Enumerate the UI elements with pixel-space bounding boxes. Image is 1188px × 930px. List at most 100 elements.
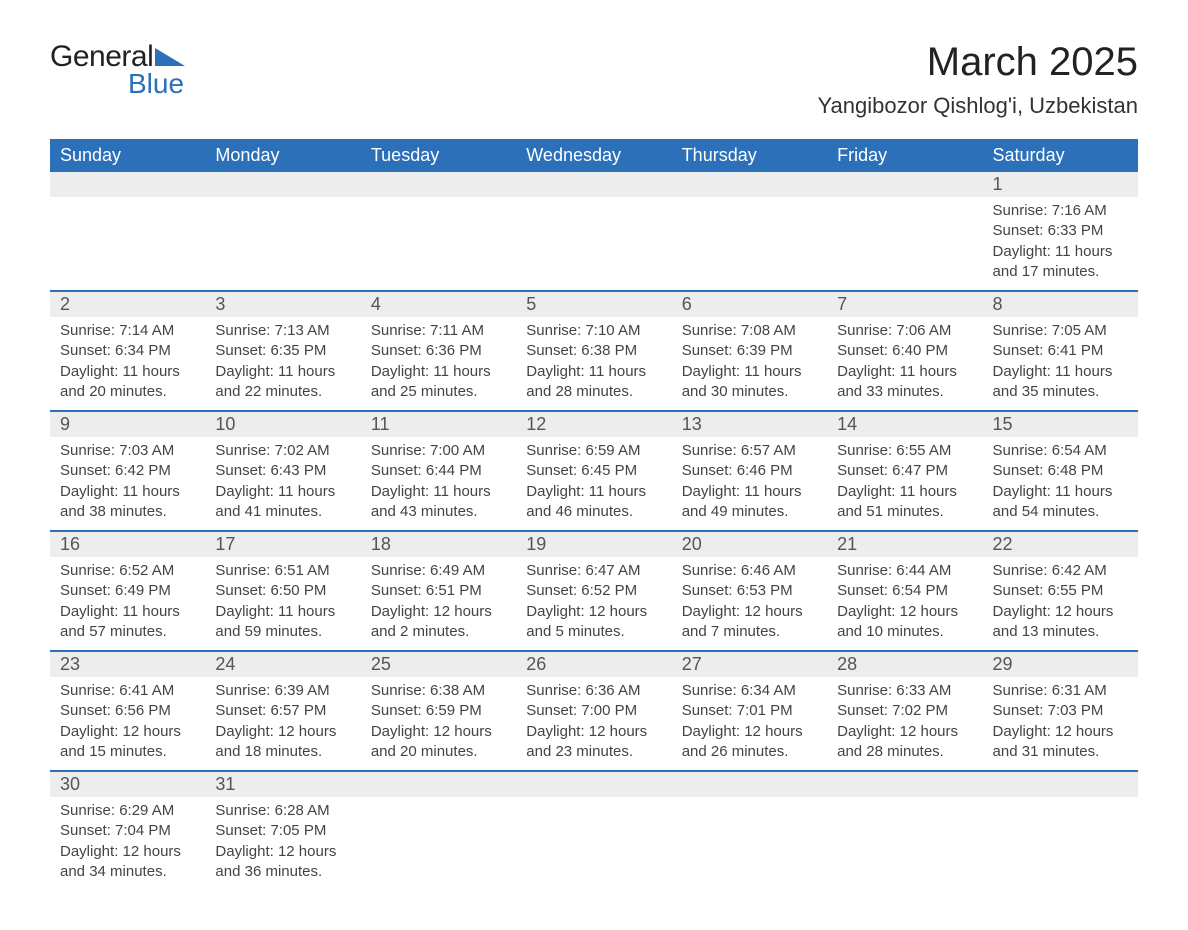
month-title: March 2025 (817, 40, 1138, 85)
day-cell-number (361, 771, 516, 797)
sunset-text: Sunset: 6:39 PM (682, 341, 817, 361)
sunset-text: Sunset: 7:01 PM (682, 701, 817, 721)
day-cell-number: 21 (827, 531, 982, 557)
sunrise-text: Sunrise: 6:29 AM (60, 801, 195, 821)
day-cell-info (50, 197, 205, 291)
day-info: Sunrise: 6:51 AMSunset: 6:50 PMDaylight:… (205, 557, 360, 650)
day-number: 31 (205, 772, 360, 797)
day-cell-number: 7 (827, 291, 982, 317)
day-info: Sunrise: 6:47 AMSunset: 6:52 PMDaylight:… (516, 557, 671, 650)
day-number: 4 (361, 292, 516, 317)
daylight-text: Daylight: 12 hours and 26 minutes. (682, 722, 817, 763)
daylight-text: Daylight: 11 hours and 28 minutes. (526, 362, 661, 403)
day-cell-number: 8 (983, 291, 1138, 317)
sunrise-text: Sunrise: 6:52 AM (60, 561, 195, 581)
day-cell-number: 2 (50, 291, 205, 317)
sunset-text: Sunset: 6:34 PM (60, 341, 195, 361)
day-cell-number (516, 771, 671, 797)
day-cell-info: Sunrise: 6:31 AMSunset: 7:03 PMDaylight:… (983, 677, 1138, 771)
day-cell-number: 19 (516, 531, 671, 557)
day-number: 17 (205, 532, 360, 557)
day-number: 2 (50, 292, 205, 317)
day-cell-info (516, 197, 671, 291)
sunrise-text: Sunrise: 6:51 AM (215, 561, 350, 581)
day-cell-number: 4 (361, 291, 516, 317)
daylight-text: Daylight: 11 hours and 25 minutes. (371, 362, 506, 403)
day-cell-info: Sunrise: 6:34 AMSunset: 7:01 PMDaylight:… (672, 677, 827, 771)
day-cell-info: Sunrise: 7:06 AMSunset: 6:40 PMDaylight:… (827, 317, 982, 411)
day-cell-number: 27 (672, 651, 827, 677)
day-info: Sunrise: 7:08 AMSunset: 6:39 PMDaylight:… (672, 317, 827, 410)
calendar-week-daynum-row: 16171819202122 (50, 531, 1138, 557)
weekday-header: Monday (205, 139, 360, 172)
sunset-text: Sunset: 6:50 PM (215, 581, 350, 601)
day-info: Sunrise: 7:16 AMSunset: 6:33 PMDaylight:… (983, 197, 1138, 290)
day-number (516, 172, 671, 176)
sunrise-text: Sunrise: 7:16 AM (993, 201, 1128, 221)
sunrise-text: Sunrise: 6:42 AM (993, 561, 1128, 581)
day-number (361, 172, 516, 176)
day-info: Sunrise: 7:02 AMSunset: 6:43 PMDaylight:… (205, 437, 360, 530)
daylight-text: Daylight: 12 hours and 36 minutes. (215, 842, 350, 883)
day-info: Sunrise: 6:38 AMSunset: 6:59 PMDaylight:… (361, 677, 516, 770)
daylight-text: Daylight: 12 hours and 13 minutes. (993, 602, 1128, 643)
day-cell-number: 13 (672, 411, 827, 437)
day-info: Sunrise: 6:54 AMSunset: 6:48 PMDaylight:… (983, 437, 1138, 530)
day-number (50, 172, 205, 176)
day-info: Sunrise: 7:06 AMSunset: 6:40 PMDaylight:… (827, 317, 982, 410)
daylight-text: Daylight: 12 hours and 31 minutes. (993, 722, 1128, 763)
day-cell-number: 26 (516, 651, 671, 677)
day-cell-number: 18 (361, 531, 516, 557)
day-number: 25 (361, 652, 516, 677)
sunset-text: Sunset: 6:45 PM (526, 461, 661, 481)
day-number (672, 172, 827, 176)
sunset-text: Sunset: 6:40 PM (837, 341, 972, 361)
day-cell-info: Sunrise: 6:51 AMSunset: 6:50 PMDaylight:… (205, 557, 360, 651)
sunrise-text: Sunrise: 7:08 AM (682, 321, 817, 341)
sunset-text: Sunset: 6:46 PM (682, 461, 817, 481)
daylight-text: Daylight: 11 hours and 57 minutes. (60, 602, 195, 643)
day-number: 22 (983, 532, 1138, 557)
day-info: Sunrise: 6:28 AMSunset: 7:05 PMDaylight:… (205, 797, 360, 890)
daylight-text: Daylight: 12 hours and 7 minutes. (682, 602, 817, 643)
sunrise-text: Sunrise: 6:57 AM (682, 441, 817, 461)
day-number: 14 (827, 412, 982, 437)
day-cell-info (672, 797, 827, 890)
sunset-text: Sunset: 6:38 PM (526, 341, 661, 361)
day-number: 26 (516, 652, 671, 677)
day-cell-number: 15 (983, 411, 1138, 437)
daylight-text: Daylight: 12 hours and 5 minutes. (526, 602, 661, 643)
sunrise-text: Sunrise: 6:34 AM (682, 681, 817, 701)
sunset-text: Sunset: 6:42 PM (60, 461, 195, 481)
sunset-text: Sunset: 7:03 PM (993, 701, 1128, 721)
day-number: 3 (205, 292, 360, 317)
day-info (516, 797, 671, 809)
day-cell-info: Sunrise: 6:44 AMSunset: 6:54 PMDaylight:… (827, 557, 982, 651)
day-cell-number: 25 (361, 651, 516, 677)
day-number: 5 (516, 292, 671, 317)
day-number: 6 (672, 292, 827, 317)
sunset-text: Sunset: 6:53 PM (682, 581, 817, 601)
calendar-week-daynum-row: 1 (50, 172, 1138, 197)
calendar-week-daynum-row: 23242526272829 (50, 651, 1138, 677)
sunset-text: Sunset: 6:51 PM (371, 581, 506, 601)
daylight-text: Daylight: 11 hours and 49 minutes. (682, 482, 817, 523)
day-number: 20 (672, 532, 827, 557)
weekday-header: Tuesday (361, 139, 516, 172)
day-number: 23 (50, 652, 205, 677)
day-number: 12 (516, 412, 671, 437)
day-number (516, 772, 671, 776)
page-header: General Blue March 2025 Yangibozor Qishl… (50, 40, 1138, 119)
day-cell-info: Sunrise: 7:14 AMSunset: 6:34 PMDaylight:… (50, 317, 205, 411)
day-info (827, 197, 982, 209)
day-cell-number (516, 172, 671, 197)
day-info: Sunrise: 6:31 AMSunset: 7:03 PMDaylight:… (983, 677, 1138, 770)
weekday-header-row: Sunday Monday Tuesday Wednesday Thursday… (50, 139, 1138, 172)
daylight-text: Daylight: 11 hours and 41 minutes. (215, 482, 350, 523)
sunset-text: Sunset: 6:57 PM (215, 701, 350, 721)
day-cell-number: 16 (50, 531, 205, 557)
day-cell-number: 6 (672, 291, 827, 317)
day-info: Sunrise: 6:33 AMSunset: 7:02 PMDaylight:… (827, 677, 982, 770)
calendar-week-daynum-row: 9101112131415 (50, 411, 1138, 437)
calendar-week-info-row: Sunrise: 6:41 AMSunset: 6:56 PMDaylight:… (50, 677, 1138, 771)
